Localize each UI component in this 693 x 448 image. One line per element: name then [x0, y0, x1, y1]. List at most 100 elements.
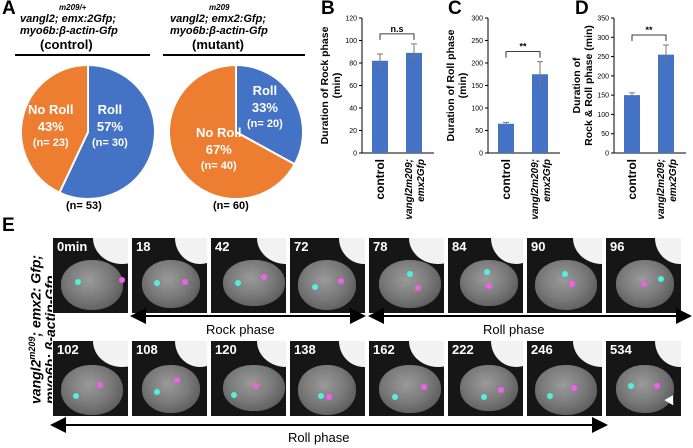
timelapse-frame: 102	[52, 340, 129, 417]
magenta-marker-dot	[338, 278, 344, 284]
bar-chart-rock-roll-phase: 0 50 100 150 200 250 300 350 Duration of Rock & R…	[571, 16, 686, 220]
rockroll-category-label-2: emx2Gfp	[668, 159, 679, 202]
hair-cell	[142, 260, 200, 308]
frame-time-label: 162	[373, 342, 395, 357]
timelapse-frame: 96	[605, 237, 682, 314]
frame-time-label: 96	[610, 239, 625, 254]
rock-y-tick-label: 120	[345, 16, 357, 23]
roll-y-tick-label: 50	[475, 128, 483, 135]
frame-time-label: 90	[531, 239, 546, 254]
magenta-marker-dot	[119, 277, 125, 283]
frame-time-label: 42	[215, 239, 230, 254]
control-noroll-label: No Roll 43% (n= 23)	[28, 102, 74, 149]
rockroll-y-axis-label: Rock & Roll phase (min)	[583, 25, 595, 146]
cyan-marker-dot	[73, 393, 79, 399]
cyan-marker-dot	[154, 280, 160, 286]
hair-cell	[223, 260, 285, 306]
mutant-genotype-line1: vangl2; emx2:Gfp;	[170, 13, 266, 25]
rockroll-y-tick-label: 300	[597, 35, 609, 42]
bar-chart-roll-phase: 0 50 100 150 200 250 300 Duration of Roll phase…	[445, 16, 560, 220]
mutant-group-title: (mutant)	[192, 37, 244, 52]
timelapse-frame: 138	[289, 340, 366, 417]
mutant-n-total: (n= 60)	[213, 200, 249, 212]
cyan-marker-dot	[231, 392, 237, 398]
mutant-noroll-slice	[168, 63, 297, 200]
timelapse-frame: 18	[131, 237, 208, 314]
roll-y-axis-label: Duration of Roll phase	[445, 29, 457, 141]
mutant-roll-slice	[235, 63, 304, 166]
hair-cell	[298, 260, 356, 310]
rockroll-y-tick-label: 250	[597, 54, 609, 61]
mutant-noroll-label: No Roll 67% (n= 40)	[196, 125, 242, 172]
rock-y-tick-label: 60	[349, 83, 357, 90]
cyan-marker-dot	[154, 389, 160, 395]
rock-category-label-2: emx2Gfp	[416, 159, 427, 202]
frame-time-label: 18	[136, 239, 151, 254]
timelapse-frame: 162	[368, 340, 445, 417]
cyan-marker-dot	[547, 393, 553, 399]
rock-category-label-1: control	[373, 159, 387, 200]
rockroll-bar-2	[658, 54, 674, 154]
mutant-genotype-superscript: m209	[209, 3, 230, 12]
panel-label-b: B	[321, 0, 335, 19]
rock-y-tick-label: 0	[353, 151, 357, 158]
magenta-marker-dot	[654, 383, 660, 389]
cyan-marker-dot	[628, 383, 634, 389]
cyan-marker-dot	[75, 279, 81, 285]
timelapse-frame: 90	[526, 237, 603, 314]
timelapse-frame: 42	[210, 237, 287, 314]
panel-label-d: D	[575, 0, 589, 19]
frame-time-label: 102	[57, 342, 79, 357]
hair-cell	[379, 365, 441, 413]
rockroll-significance-label: **	[645, 25, 653, 35]
rockroll-y-tick-label: 0	[605, 151, 609, 158]
panel-label-e: E	[2, 215, 15, 236]
hair-cell	[616, 365, 674, 413]
cyan-marker-dot	[658, 276, 664, 282]
rockroll-y-tick-label: 100	[597, 112, 609, 119]
hair-cell	[298, 365, 356, 415]
control-noroll-slice	[20, 63, 89, 194]
magenta-marker-dot	[571, 385, 577, 391]
panel-label-c: C	[448, 0, 462, 19]
roll-bar-1	[498, 123, 514, 153]
control-n-total: (n= 53)	[66, 200, 102, 212]
rockroll-category-label-1: control	[625, 159, 639, 200]
cyan-marker-dot	[481, 394, 487, 400]
mutant-roll-label: Roll 33% (n= 20)	[247, 83, 283, 130]
frame-time-label: 0min	[57, 239, 88, 254]
roll-phase-label-top: Roll phase	[483, 322, 545, 337]
roll-y-tick-label: 0	[479, 151, 483, 158]
timelapse-frame: 108	[131, 340, 208, 417]
frame-time-label: 534	[610, 342, 632, 357]
bar-chart-rock-phase: 0 20 40 60 80 100 120 Duration of Rock phase (mi…	[319, 16, 434, 220]
frame-time-label: 72	[294, 239, 309, 254]
rock-bar-1	[372, 60, 388, 153]
hair-cell	[535, 260, 597, 310]
magenta-marker-dot	[486, 283, 492, 289]
rock-significance-label: n.s	[390, 24, 403, 34]
hair-cell	[61, 365, 123, 415]
roll-significance-label: **	[519, 42, 527, 52]
timelapse-frame: 84	[447, 237, 524, 314]
timelapse-frame: 120	[210, 340, 287, 417]
magenta-marker-dot	[569, 281, 575, 287]
rockroll-category-label-2: vangl2m209;	[656, 159, 667, 220]
magenta-marker-dot	[415, 285, 421, 291]
frame-time-label: 84	[452, 239, 467, 254]
roll-category-label-2: vangl2m209;	[530, 159, 541, 220]
frame-time-label: 108	[136, 342, 158, 357]
magenta-marker-dot	[326, 394, 332, 400]
roll-significance-bracket	[505, 51, 541, 58]
roll-y-tick-label: 100	[471, 106, 483, 113]
rockroll-y-axis-label: Duration of	[571, 57, 583, 113]
magenta-marker-dot	[421, 384, 427, 390]
rock-phase-label: Rock phase	[206, 322, 275, 337]
cyan-marker-dot	[392, 394, 398, 400]
frame-time-label: 138	[294, 342, 316, 357]
mutant-pie-chart	[168, 63, 304, 200]
hair-cell	[460, 365, 518, 411]
roll-y-tick-label: 200	[471, 61, 483, 68]
cyan-marker-dot	[235, 280, 241, 286]
roll-phase-label-bottom: Roll phase	[288, 430, 350, 445]
